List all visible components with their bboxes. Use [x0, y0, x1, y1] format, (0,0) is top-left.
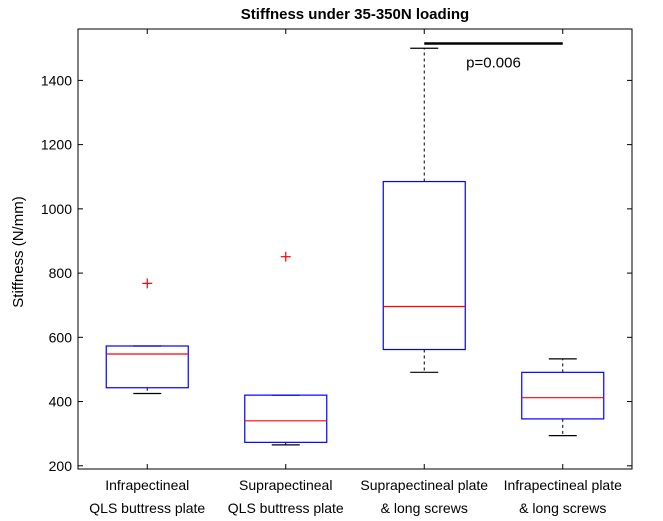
- y-tick-label: 1200: [41, 137, 72, 153]
- box-series: [105, 47, 605, 446]
- axes: 200 400 600 800 1000 1200 1400 Infrapectineal QL…: [41, 28, 633, 516]
- y-tick-label: 400: [49, 394, 73, 410]
- x-category-label: Infrapectineal: [105, 477, 189, 493]
- y-tick-label: 600: [49, 329, 73, 345]
- x-category-label: Infrapectineal plate: [504, 477, 623, 493]
- chart-title: Stiffness under 35-350N loading: [241, 6, 469, 23]
- x-category-label: Suprapectineal: [239, 477, 332, 493]
- iqr-box: [521, 371, 605, 420]
- outlier-marker: [280, 251, 291, 262]
- y-tick-label: 1400: [41, 72, 72, 88]
- p-value-label: p=0.006: [466, 54, 521, 71]
- plot-frame: [77, 28, 633, 470]
- box-group: [382, 47, 466, 373]
- box-group: [521, 358, 605, 437]
- y-tick-label: 200: [49, 458, 73, 474]
- iqr-box: [244, 394, 328, 443]
- box-group: [105, 278, 189, 395]
- y-axis-label: Stiffness (N/mm): [10, 196, 27, 307]
- x-category-label: Suprapectineal plate: [360, 477, 488, 493]
- y-tick-label: 1000: [41, 201, 72, 217]
- box-group: [244, 251, 328, 446]
- x-category-label: QLS buttress plate: [228, 500, 344, 516]
- x-category-label: & long screws: [519, 500, 606, 516]
- iqr-box: [105, 345, 189, 389]
- outlier-marker: [142, 278, 153, 289]
- significance-annotation: p=0.006: [424, 42, 563, 71]
- iqr-box: [382, 180, 466, 351]
- x-category-label: & long screws: [381, 500, 468, 516]
- x-category-label: QLS buttress plate: [89, 500, 205, 516]
- y-tick-label: 800: [49, 265, 73, 281]
